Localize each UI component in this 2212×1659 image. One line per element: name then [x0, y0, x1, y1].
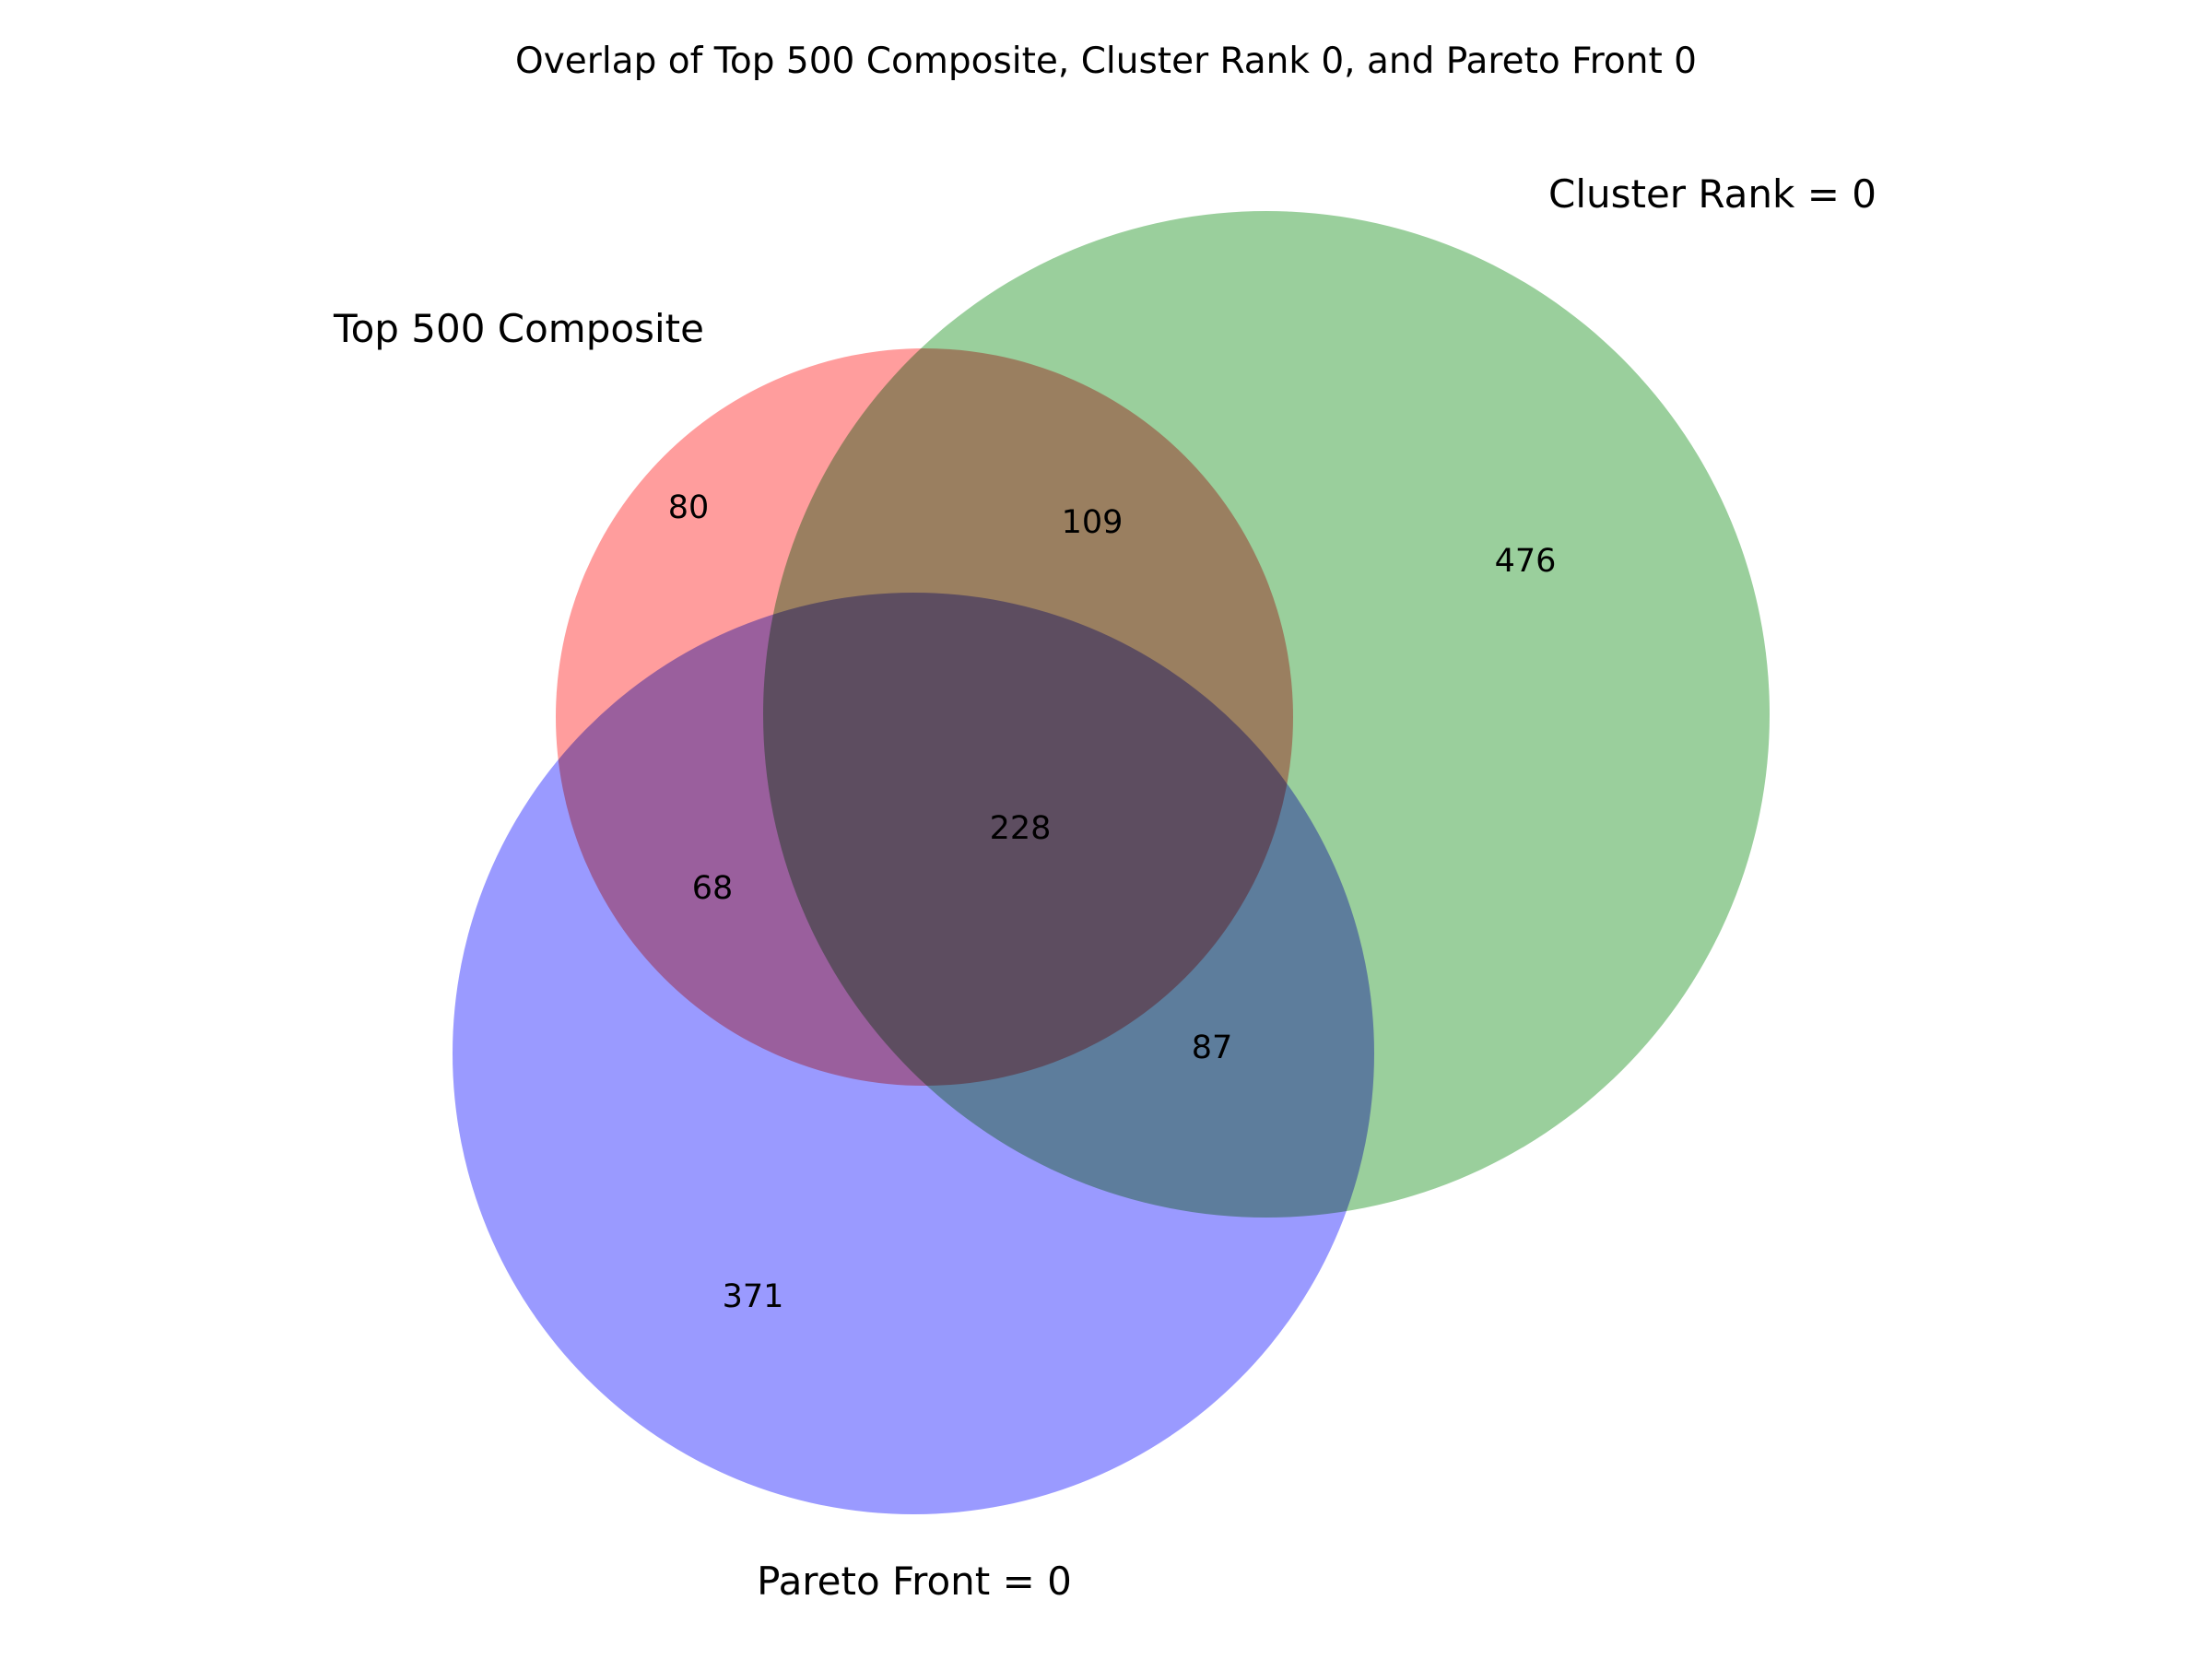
count-cluster-pareto: 87 [1192, 1030, 1233, 1066]
label-pareto-front-0: Pareto Front = 0 [757, 1559, 1072, 1604]
set-circles [453, 211, 1770, 1514]
label-top500-composite: Top 500 Composite [333, 306, 704, 351]
count-cluster-only: 476 [1495, 543, 1557, 580]
count-top500-pareto: 68 [692, 870, 734, 907]
chart-title: Overlap of Top 500 Composite, Cluster Ra… [515, 41, 1697, 82]
count-all-three: 228 [990, 810, 1052, 847]
count-pareto-only: 371 [723, 1278, 784, 1315]
count-top500-only: 80 [668, 489, 710, 526]
label-cluster-rank-0: Cluster Rank = 0 [1548, 171, 1877, 217]
circle-pareto-front-0 [453, 593, 1374, 1514]
count-top500-cluster: 109 [1062, 504, 1124, 541]
